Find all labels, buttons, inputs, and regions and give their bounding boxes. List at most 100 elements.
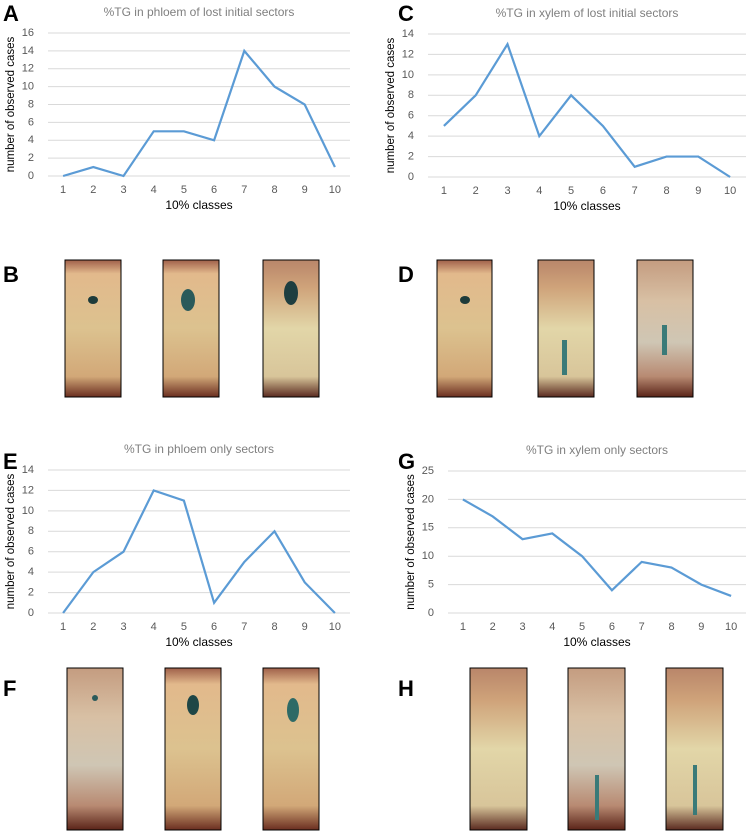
x-tick-label: 3 (519, 621, 525, 633)
y-tick-label: 16 (22, 27, 34, 39)
photo (436, 259, 493, 398)
x-tick-label: 10 (329, 184, 341, 196)
y-tick-label: 10 (22, 81, 34, 93)
chart-title: %TG in xylem only sectors (526, 443, 668, 457)
x-tick-label: 9 (698, 621, 704, 633)
y-tick-label: 0 (408, 171, 414, 183)
x-tick-label: 9 (695, 185, 701, 197)
data-line (443, 41, 731, 178)
photo (262, 667, 320, 831)
photo (262, 259, 320, 398)
x-tick-label: 5 (181, 184, 187, 196)
x-tick-label: 7 (632, 185, 638, 197)
stain (662, 325, 667, 355)
y-tick-label: 8 (28, 525, 34, 537)
x-tick-label: 5 (579, 621, 585, 633)
stain (460, 296, 470, 304)
panel-label: F (3, 676, 16, 701)
y-tick-label: 0 (28, 170, 34, 182)
photo (665, 667, 724, 831)
stain (287, 698, 299, 722)
y-tick-label: 20 (422, 493, 434, 505)
x-tick-label: 7 (639, 621, 645, 633)
x-tick-label: 3 (504, 185, 510, 197)
y-tick-label: 14 (22, 45, 34, 57)
y-tick-label: 6 (28, 116, 34, 128)
x-tick-label: 8 (271, 621, 277, 633)
photo (162, 259, 220, 398)
photo (537, 259, 595, 398)
x-tick-label: 9 (302, 621, 308, 633)
y-tick-label: 5 (428, 579, 434, 591)
x-tick-label: 1 (460, 621, 466, 633)
x-tick-label: 6 (609, 621, 615, 633)
x-tick-label: 2 (90, 184, 96, 196)
y-tick-label: 8 (408, 89, 414, 101)
photo (164, 667, 222, 831)
y-tick-label: 0 (428, 607, 434, 619)
y-tick-label: 2 (28, 586, 34, 598)
stain (187, 695, 199, 715)
photo-row-d (436, 259, 694, 398)
y-tick-label: 12 (22, 63, 34, 75)
data-line (462, 498, 732, 597)
x-tick-label: 6 (211, 621, 217, 633)
x-tick-label: 3 (120, 621, 126, 633)
x-tick-label: 10 (329, 621, 341, 633)
photo-row-b (64, 259, 320, 398)
y-axis-label: number of observed cases (385, 37, 397, 173)
y-tick-label: 6 (28, 546, 34, 558)
y-tick-label: 15 (422, 522, 434, 534)
photo (64, 259, 122, 398)
y-tick-label: 8 (28, 98, 34, 110)
stain (284, 281, 298, 305)
stain (693, 765, 697, 815)
x-tick-label: 10 (725, 621, 737, 633)
y-tick-label: 4 (408, 130, 414, 142)
panel-label: A (3, 1, 19, 26)
chart-title: %TG in xylem of lost initial sectors (496, 6, 679, 20)
x-tick-label: 7 (241, 184, 247, 196)
photo (469, 667, 528, 831)
y-tick-label: 2 (408, 150, 414, 162)
x-tick-label: 7 (241, 621, 247, 633)
x-tick-label: 4 (151, 184, 157, 196)
panel-label: B (3, 262, 19, 287)
x-tick-label: 8 (663, 185, 669, 197)
x-tick-label: 4 (151, 621, 157, 633)
x-tick-label: 6 (211, 184, 217, 196)
x-axis-label: 10% classes (165, 198, 232, 212)
stain (562, 340, 567, 375)
y-tick-label: 2 (28, 152, 34, 164)
y-tick-label: 10 (402, 69, 414, 81)
x-axis-label: 10% classes (165, 635, 232, 649)
y-tick-label: 4 (28, 566, 34, 578)
x-tick-label: 4 (549, 621, 555, 633)
chart-title: %TG in phloem only sectors (124, 442, 274, 456)
data-line (62, 48, 336, 178)
x-axis-label: 10% classes (553, 199, 620, 213)
y-tick-label: 12 (402, 48, 414, 60)
panel-label: E (3, 449, 18, 474)
stain (181, 289, 195, 311)
panel-label: C (398, 1, 414, 26)
x-tick-label: 1 (441, 185, 447, 197)
photo (66, 667, 124, 831)
x-tick-label: 10 (724, 185, 736, 197)
y-axis-label: number of observed cases (5, 473, 17, 609)
x-tick-label: 3 (120, 184, 126, 196)
stain (88, 296, 98, 304)
y-tick-label: 0 (28, 607, 34, 619)
x-tick-label: 8 (668, 621, 674, 633)
panel-label: D (398, 262, 414, 287)
y-tick-label: 14 (402, 28, 414, 40)
x-tick-label: 2 (490, 621, 496, 633)
y-tick-label: 10 (22, 505, 34, 517)
panel-label: G (398, 449, 415, 474)
x-tick-label: 5 (568, 185, 574, 197)
panel-label: H (398, 676, 414, 701)
y-axis-label: number of observed cases (5, 36, 17, 172)
stain (92, 695, 98, 701)
x-tick-label: 4 (536, 185, 542, 197)
